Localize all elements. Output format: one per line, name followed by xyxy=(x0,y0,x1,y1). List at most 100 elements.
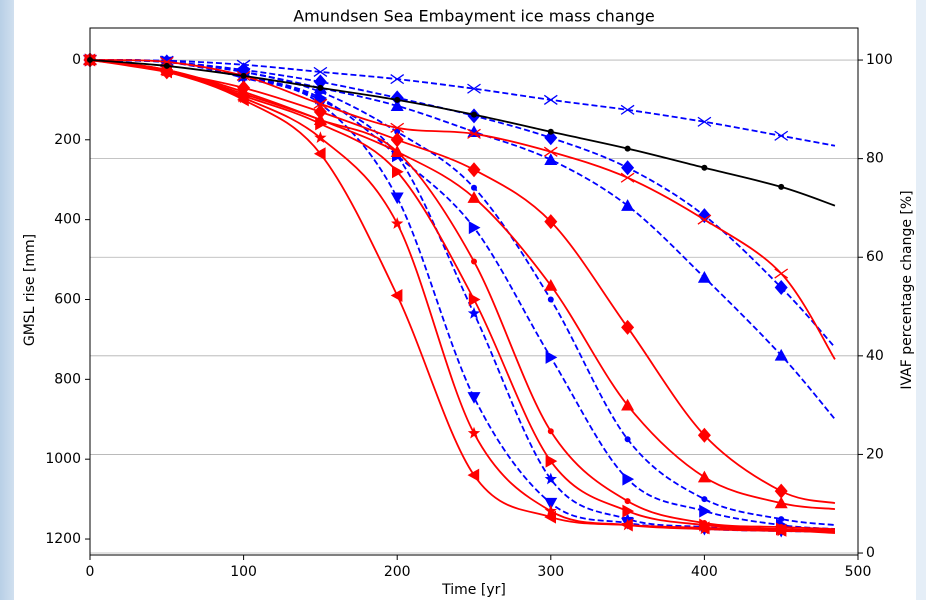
marker xyxy=(391,217,404,229)
y2-axis-label: IVAF percentage change [%] xyxy=(899,190,915,389)
marker xyxy=(547,296,554,303)
marker xyxy=(544,214,558,230)
marker xyxy=(544,279,558,291)
y-tick-label: 400 xyxy=(54,212,81,228)
marker xyxy=(394,128,401,135)
x-axis-label: Time [yr] xyxy=(441,582,506,598)
marker xyxy=(774,130,789,141)
marker xyxy=(544,504,557,517)
series-line xyxy=(90,59,836,348)
series-line xyxy=(90,59,836,504)
marker xyxy=(545,454,558,468)
marker xyxy=(624,498,631,505)
marker xyxy=(468,221,481,235)
marker xyxy=(467,128,481,139)
marker xyxy=(545,350,558,364)
marker xyxy=(544,472,557,485)
y-tick-label: 0 xyxy=(72,52,81,68)
marker xyxy=(544,130,558,146)
marker xyxy=(237,93,249,107)
y2-tick-label: 100 xyxy=(866,52,893,68)
marker xyxy=(624,145,631,152)
marker xyxy=(622,504,635,518)
marker xyxy=(394,96,401,103)
marker xyxy=(774,496,788,509)
marker xyxy=(390,99,404,112)
marker xyxy=(774,523,787,537)
series-line xyxy=(90,59,836,510)
marker xyxy=(778,183,785,190)
x-tick-label: 400 xyxy=(691,564,718,580)
marker xyxy=(774,280,788,296)
marker xyxy=(621,518,633,532)
y-tick-label: 800 xyxy=(54,371,81,387)
marker xyxy=(313,98,328,109)
y-axis-label: GMSL rise [mm] xyxy=(22,234,38,346)
marker xyxy=(544,153,558,165)
marker xyxy=(621,160,635,176)
marker xyxy=(620,172,635,183)
marker xyxy=(467,426,481,439)
marker xyxy=(697,521,710,535)
marker xyxy=(697,271,711,283)
marker xyxy=(701,164,708,171)
marker xyxy=(467,162,481,178)
marker xyxy=(390,288,403,302)
marker xyxy=(467,83,481,94)
marker xyxy=(160,65,172,79)
marker xyxy=(467,191,481,203)
marker xyxy=(471,184,477,191)
series-line xyxy=(90,59,836,147)
marker xyxy=(697,427,711,443)
marker xyxy=(699,504,711,518)
marker xyxy=(468,292,481,306)
marker xyxy=(543,94,558,105)
marker xyxy=(697,208,711,224)
marker xyxy=(544,510,556,524)
marker xyxy=(390,74,405,85)
marker xyxy=(697,116,712,127)
marker xyxy=(697,214,712,225)
marker xyxy=(774,483,788,499)
marker xyxy=(774,268,789,279)
y2-tick-label: 40 xyxy=(866,348,884,364)
marker xyxy=(390,192,404,205)
marker xyxy=(701,496,708,503)
marker xyxy=(467,468,480,482)
x-tick-label: 300 xyxy=(537,564,564,580)
y-tick-label: 1000 xyxy=(45,451,81,467)
marker xyxy=(471,258,477,265)
x-tick-label: 500 xyxy=(845,564,872,580)
marker xyxy=(543,146,558,157)
marker xyxy=(394,148,401,155)
marker xyxy=(624,436,631,443)
marker xyxy=(313,66,328,77)
marker xyxy=(547,428,554,435)
x-tick-label: 100 xyxy=(230,564,257,580)
marker xyxy=(620,104,635,115)
y2-tick-label: 60 xyxy=(866,249,884,265)
plot-frame xyxy=(89,27,859,556)
marker xyxy=(317,84,324,91)
series-line xyxy=(90,59,836,360)
marker xyxy=(315,117,327,131)
marker xyxy=(313,104,327,120)
marker xyxy=(621,319,635,335)
x-tick-label: 200 xyxy=(384,564,411,580)
marker xyxy=(313,147,326,161)
y2-tick-label: 0 xyxy=(866,545,875,561)
marker xyxy=(467,392,481,404)
y2-tick-label: 80 xyxy=(866,151,884,167)
marker xyxy=(622,472,635,486)
marker xyxy=(390,132,404,148)
x-tick-label: 0 xyxy=(86,564,95,580)
y-tick-label: 600 xyxy=(54,291,81,307)
marker xyxy=(621,199,635,211)
marker xyxy=(697,470,711,483)
marker xyxy=(163,62,170,69)
marker xyxy=(778,516,785,523)
chart-title: Amundsen Sea Embayment ice mass change xyxy=(293,7,655,26)
marker xyxy=(547,128,554,135)
